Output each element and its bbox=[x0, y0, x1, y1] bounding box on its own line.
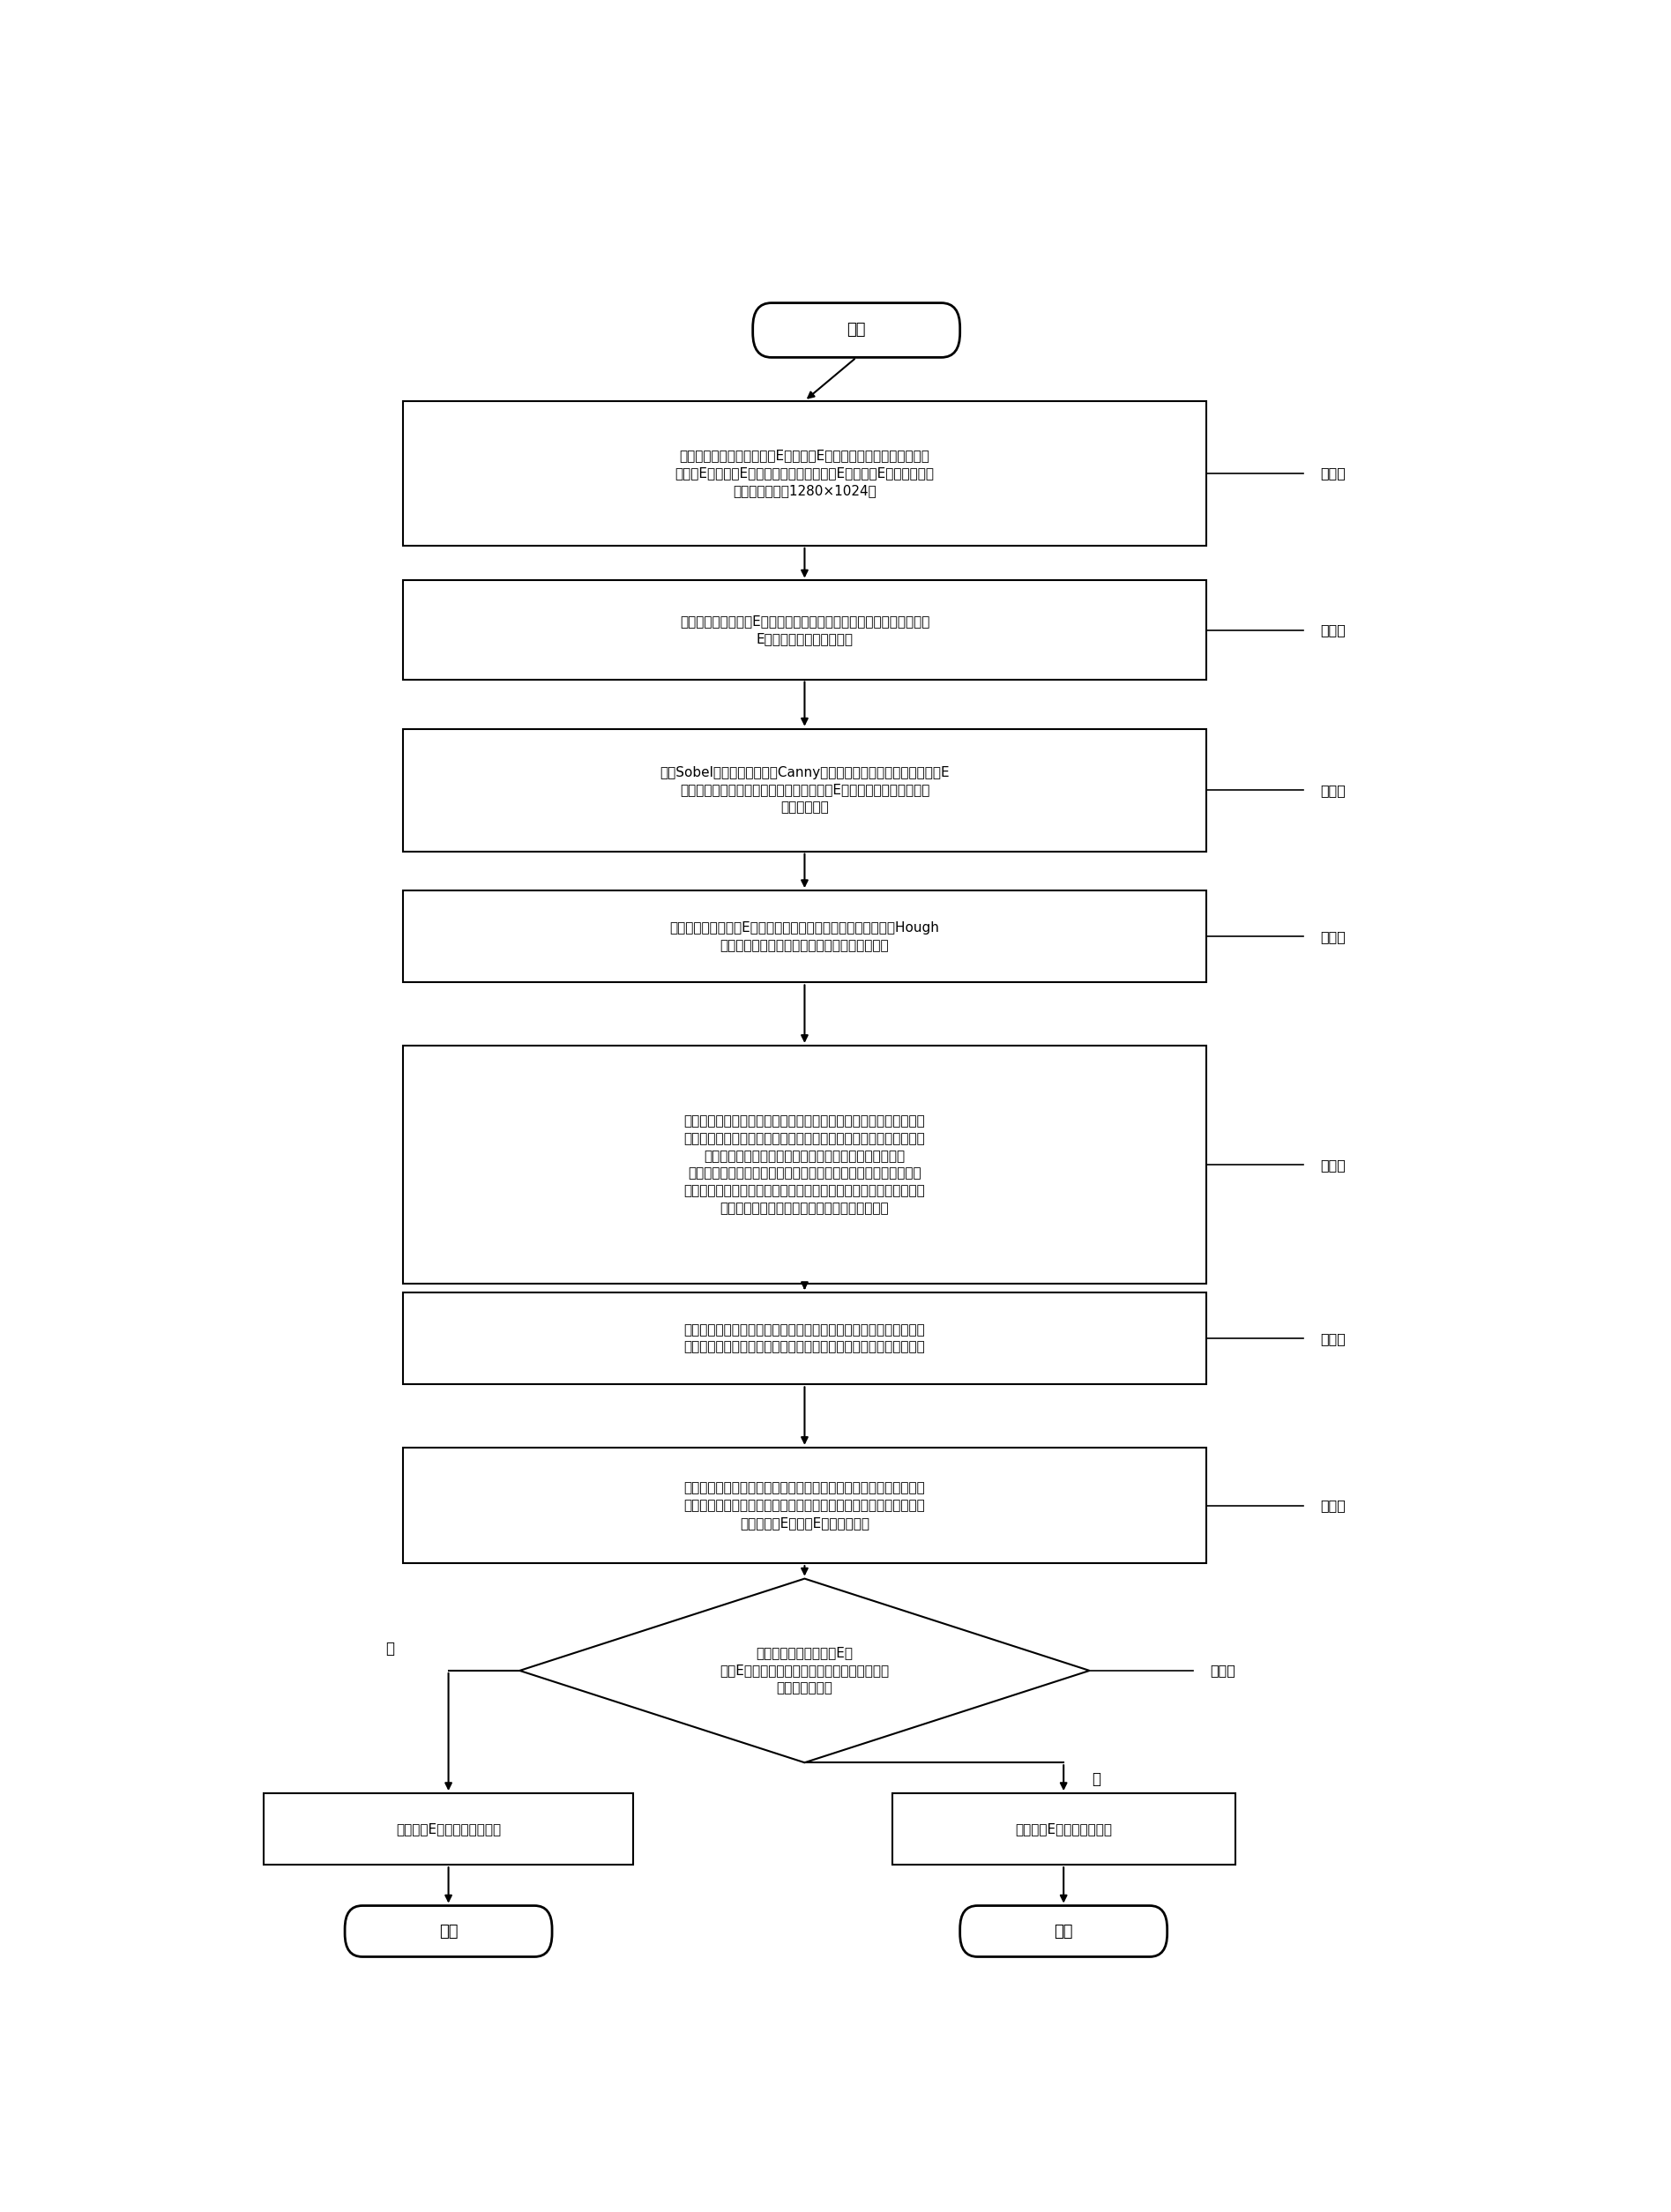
Text: 使摄像头的光轴与所述待测E型磁材的E型面相垂直，然后采用摄像头
对待测E型磁材的E型面进行拍照，获得待测E型磁材的E型面图像；所
述图像的像素为1280×102: 使摄像头的光轴与所述待测E型磁材的E型面相垂直，然后采用摄像头 对待测E型磁材的… bbox=[675, 449, 934, 498]
Text: 步骤七: 步骤七 bbox=[1320, 1500, 1345, 1513]
Text: 步骤一: 步骤一 bbox=[1320, 467, 1345, 480]
Text: 采用Sobel边缘检测方法联合Canny边缘检测方法对步骤二获得的待测E
型材料图像的测量区域进行检测，获得待测E型材料宽度方向上两条边
的边缘图像；: 采用Sobel边缘检测方法联合Canny边缘检测方法对步骤二获得的待测E 型材料… bbox=[660, 765, 949, 814]
FancyBboxPatch shape bbox=[403, 1046, 1206, 1283]
FancyBboxPatch shape bbox=[752, 303, 959, 358]
Text: 对步骤四中获得去噪后的两条边的边缘图像进行水平搜索，确定图像
中的两条边的边缘中每条边的边缘上的所有像素关键点，并确定每个
像素关键点与邻近的所有像素关键点，并: 对步骤四中获得去噪后的两条边的边缘图像进行水平搜索，确定图像 中的两条边的边缘中… bbox=[683, 1115, 926, 1214]
FancyBboxPatch shape bbox=[403, 1292, 1206, 1385]
FancyBboxPatch shape bbox=[264, 1794, 633, 1865]
Text: 步骤二: 步骤二 bbox=[1320, 624, 1345, 637]
Polygon shape bbox=[520, 1579, 1089, 1763]
Text: 开始: 开始 bbox=[847, 323, 866, 338]
Text: 是: 是 bbox=[1091, 1772, 1101, 1787]
FancyBboxPatch shape bbox=[892, 1794, 1235, 1865]
Text: 对步骤五中宽度方向上两条边的亚像素级边缘图像采用最小二乘直线
拟合法去噪，获得去噪后的宽度方向上两条边的亚像素级边缘图像；: 对步骤五中宽度方向上两条边的亚像素级边缘图像采用最小二乘直线 拟合法去噪，获得去… bbox=[683, 1323, 926, 1354]
Text: 结束: 结束 bbox=[439, 1922, 458, 1940]
FancyBboxPatch shape bbox=[403, 580, 1206, 679]
FancyBboxPatch shape bbox=[403, 400, 1206, 546]
Text: 步骤八: 步骤八 bbox=[1210, 1663, 1235, 1677]
Text: 对步骤三获得的待测E型材料宽度方向上两条边的边缘图像采用Hough
变换法去噪，获得去噪后的两条边的边缘图像；: 对步骤三获得的待测E型材料宽度方向上两条边的边缘图像采用Hough 变换法去噪，… bbox=[670, 920, 939, 951]
Text: 步骤四: 步骤四 bbox=[1320, 929, 1345, 942]
FancyBboxPatch shape bbox=[403, 1447, 1206, 1564]
Text: 获得待测E型磁材是不合格品: 获得待测E型磁材是不合格品 bbox=[396, 1823, 501, 1836]
Text: 结束: 结束 bbox=[1054, 1922, 1073, 1940]
Text: 步骤五: 步骤五 bbox=[1320, 1159, 1345, 1172]
Text: 步骤六: 步骤六 bbox=[1320, 1332, 1345, 1345]
FancyBboxPatch shape bbox=[344, 1907, 551, 1958]
FancyBboxPatch shape bbox=[403, 891, 1206, 982]
Text: 判断步骤七获得的待测E型
磁材E型面的长度是否位于预先设定的标准长度
范围的区间内，: 判断步骤七获得的待测E型 磁材E型面的长度是否位于预先设定的标准长度 范围的区间… bbox=[720, 1646, 889, 1694]
Text: 步骤三: 步骤三 bbox=[1320, 783, 1345, 796]
Text: 将步骤六获得的去噪后的宽度方向上两条边的亚像素级边缘图像采用
加权最小二乘直线拟合法进行计算，获得宽度方向上两条边之间的长
度，即待测E型磁材E型面的长度；: 将步骤六获得的去噪后的宽度方向上两条边的亚像素级边缘图像采用 加权最小二乘直线拟… bbox=[683, 1482, 926, 1528]
Text: 获得待测E型磁材是合格品: 获得待测E型磁材是合格品 bbox=[1014, 1823, 1113, 1836]
FancyBboxPatch shape bbox=[403, 728, 1206, 852]
Text: 否: 否 bbox=[386, 1641, 394, 1657]
FancyBboxPatch shape bbox=[961, 1907, 1168, 1958]
Text: 将步骤一获得的待测E型材料图像与标准模板图像进行匹配，获得待测
E型材料图像的测量区域；: 将步骤一获得的待测E型材料图像与标准模板图像进行匹配，获得待测 E型材料图像的测… bbox=[680, 615, 929, 646]
